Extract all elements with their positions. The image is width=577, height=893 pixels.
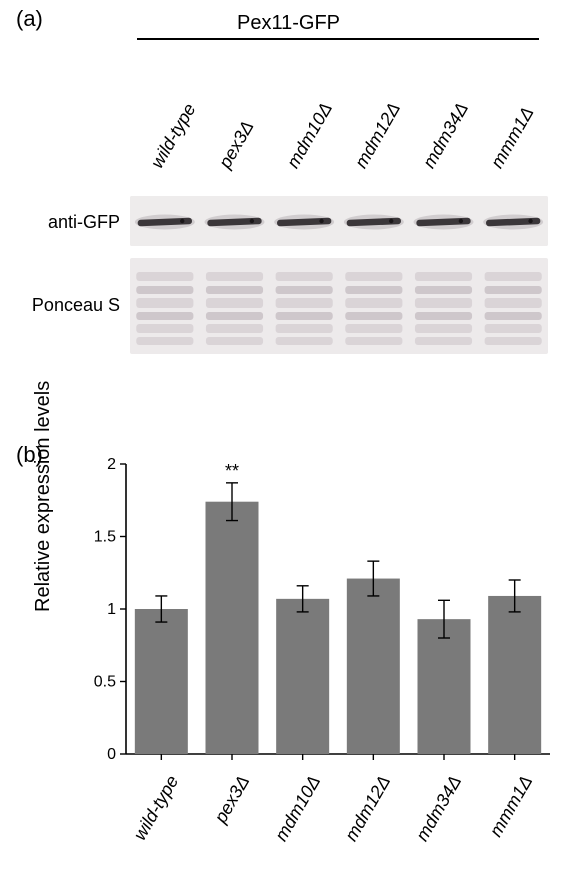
x-tick-label: mmm1Δ [485, 772, 537, 841]
lane-label: mdm12Δ [351, 99, 405, 172]
lane-label: wild-type [147, 100, 201, 172]
panel-a-lane-labels: wild-type pex3Δ mdm10Δ mdm12Δ mdm34Δ mmm1Δ [0, 44, 577, 172]
panel-a: (a) Pex11-GFP wild-typepex3Δmdm10Δmdm12Δ… [0, 0, 577, 400]
bar [418, 619, 471, 754]
bar [276, 599, 329, 754]
significance-annotation: ** [225, 461, 239, 481]
lane-label: mmm1Δ [487, 103, 539, 172]
ponceau-blot [130, 258, 548, 354]
panel-a-title: Pex11-GFP [0, 12, 577, 35]
x-tick-label: pex3Δ [210, 772, 254, 827]
svg-text:2: 2 [107, 456, 116, 473]
bar [135, 609, 188, 754]
svg-text:1.5: 1.5 [94, 529, 116, 546]
lane-label: mdm10Δ [283, 99, 337, 172]
chart-y-axis-title: Relative expression levels [32, 381, 55, 612]
anti-gfp-blot [130, 196, 548, 246]
lane-label: pex3Δ [215, 117, 259, 172]
bar-chart: 0 0.5 1 1.5 2 ** [80, 454, 560, 764]
x-tick-label: mdm10Δ [271, 772, 325, 845]
x-tick-label: mdm34Δ [412, 772, 466, 845]
panel-b-x-labels: wild-type pex3Δ mdm10Δ mdm12Δ mdm34Δ mmm1Δ [0, 772, 577, 892]
svg-text:0: 0 [107, 746, 116, 763]
panel-b: (b) Relative expression levels 00.511.52… [0, 442, 577, 892]
svg-text:1: 1 [107, 601, 116, 618]
panel-a-title-rule [137, 38, 539, 40]
svg-text:0.5: 0.5 [94, 674, 116, 691]
bar [206, 502, 259, 754]
x-tick-label: wild-type [130, 772, 184, 844]
lane-label: mdm34Δ [419, 99, 473, 172]
row-label-anti-gfp: anti-GFP [0, 212, 120, 233]
bar [347, 579, 400, 754]
row-label-ponceau: Ponceau S [0, 295, 120, 316]
bar [488, 596, 541, 754]
x-tick-label: mdm12Δ [341, 772, 395, 845]
